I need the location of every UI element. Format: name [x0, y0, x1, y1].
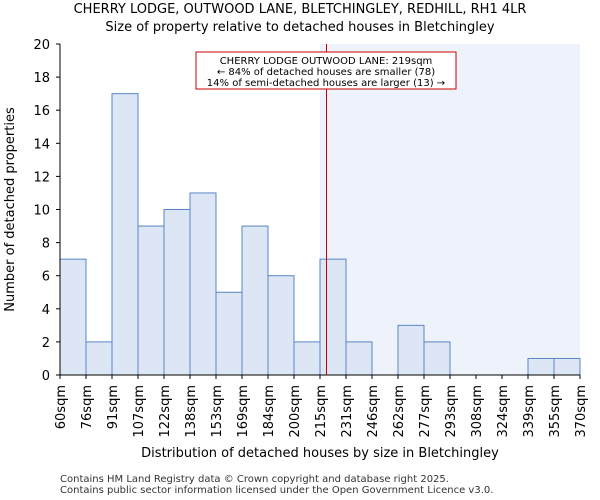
- y-tick-label: 12: [33, 170, 50, 185]
- y-tick-label: 18: [33, 71, 50, 86]
- x-tick-label: 308sqm: [470, 385, 485, 438]
- x-tick-label: 231sqm: [340, 385, 355, 438]
- x-tick-label: 184sqm: [262, 385, 277, 438]
- y-axis-title: Number of detached properties: [3, 107, 18, 312]
- footer-line-2: Contains public sector information licen…: [60, 485, 494, 496]
- bar-91sqm: [111, 93, 139, 376]
- y-tick-label: 2: [42, 336, 50, 351]
- bar-355sqm: [553, 357, 581, 376]
- chart-subtitle: Size of property relative to detached ho…: [105, 20, 495, 35]
- bar-231sqm: [345, 341, 373, 376]
- bar-277sqm: [423, 341, 451, 376]
- x-tick-label: 324sqm: [496, 385, 511, 438]
- x-tick-label: 200sqm: [288, 385, 303, 438]
- x-tick-label: 60sqm: [54, 385, 69, 429]
- x-tick-label: 355sqm: [548, 385, 563, 438]
- bar-169sqm: [241, 225, 269, 376]
- annotation-box: [195, 51, 457, 90]
- x-tick-label: 76sqm: [80, 385, 95, 429]
- y-tick-label: 14: [33, 137, 50, 152]
- bar-200sqm: [293, 341, 321, 376]
- x-tick-label: 138sqm: [184, 385, 199, 438]
- bar-339sqm: [527, 357, 555, 376]
- y-tick-label: 16: [33, 104, 50, 119]
- x-tick-label: 246sqm: [366, 385, 381, 438]
- bar-184sqm: [267, 275, 295, 376]
- bar-138sqm: [189, 192, 217, 376]
- x-tick-label: 91sqm: [106, 385, 121, 429]
- footer-line-1: Contains HM Land Registry data © Crown c…: [60, 474, 449, 485]
- bar-122sqm: [163, 209, 191, 376]
- y-tick-label: 20: [33, 38, 50, 53]
- y-tick-label: 0: [42, 369, 50, 384]
- y-tick-label: 6: [42, 270, 50, 285]
- x-tick-label: 153sqm: [210, 385, 225, 438]
- bar-60sqm: [59, 258, 87, 376]
- x-tick-label: 122sqm: [158, 385, 173, 438]
- x-tick-label: 215sqm: [314, 385, 329, 438]
- x-tick-label: 107sqm: [132, 385, 147, 438]
- x-tick-label: 277sqm: [418, 385, 433, 438]
- y-tick-label: 4: [42, 303, 50, 318]
- annotation-line2: ← 84% of detached houses are smaller (78…: [217, 67, 435, 78]
- chart-title: CHERRY LODGE, OUTWOOD LANE, BLETCHINGLEY…: [73, 2, 527, 17]
- x-tick-label: 339sqm: [522, 385, 537, 438]
- bar-262sqm: [397, 324, 425, 376]
- bar-76sqm: [85, 341, 113, 376]
- y-tick-label: 8: [42, 237, 50, 252]
- x-tick-label: 262sqm: [392, 385, 407, 438]
- bar-153sqm: [215, 291, 243, 376]
- y-tick-label: 10: [33, 204, 50, 219]
- annotation-line1: CHERRY LODGE OUTWOOD LANE: 219sqm: [220, 56, 433, 67]
- x-tick-label: 293sqm: [444, 385, 459, 438]
- annotation-line3: 14% of semi-detached houses are larger (…: [207, 78, 445, 89]
- bar-215sqm: [319, 258, 347, 376]
- bar-107sqm: [137, 225, 165, 376]
- x-axis-title: Distribution of detached houses by size …: [141, 446, 499, 461]
- larger-region-shade: [320, 44, 580, 375]
- x-tick-label: 169sqm: [236, 385, 251, 438]
- x-tick-label: 370sqm: [574, 385, 589, 438]
